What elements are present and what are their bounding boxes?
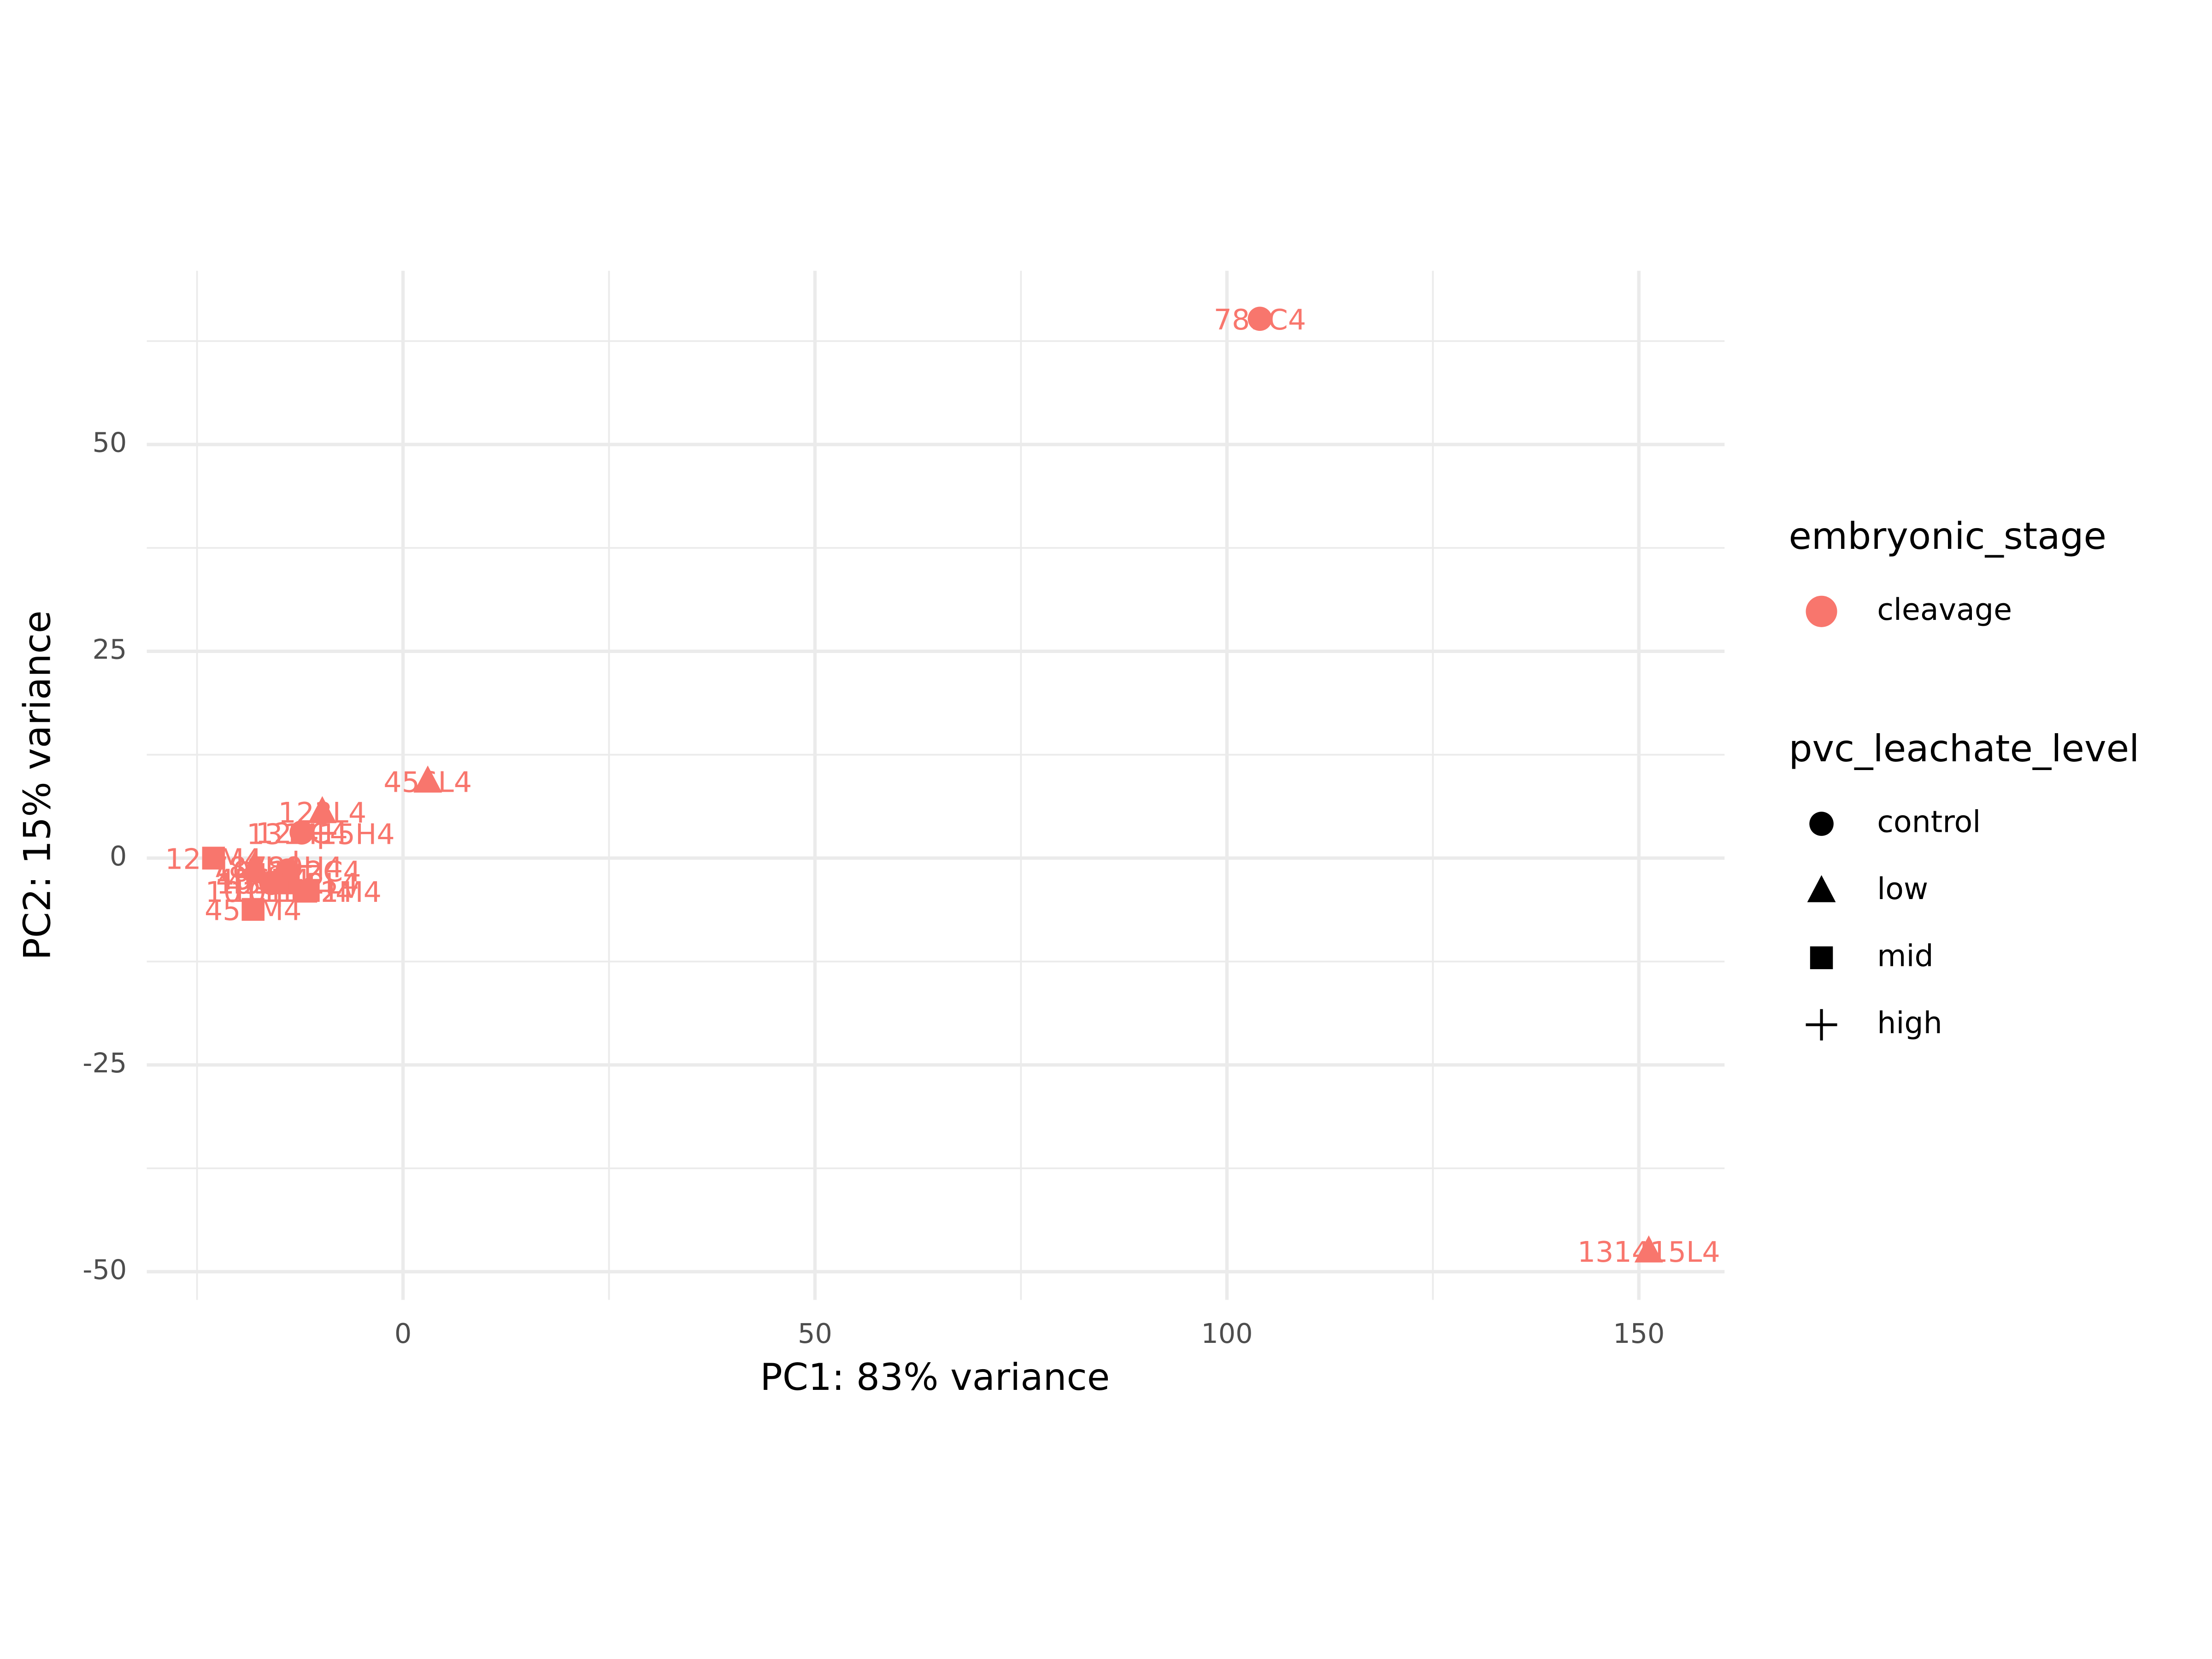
point-label: 101112M4	[230, 876, 382, 909]
point-label: 101112H4	[205, 876, 353, 909]
legend-entry: control	[1877, 805, 1981, 840]
x-axis-title: PC1: 83% variance	[760, 1355, 1110, 1399]
point-label: 131415H4	[247, 818, 395, 851]
point-label: 456C4	[225, 867, 318, 900]
point	[305, 818, 336, 849]
legend-title: pvc_leachate_level	[1788, 727, 2139, 770]
legend-entry: cleavage	[1877, 593, 2012, 627]
point	[289, 820, 314, 845]
point	[280, 851, 312, 882]
point	[202, 847, 225, 870]
legend-key	[1806, 1009, 1837, 1041]
legend-key	[1809, 812, 1834, 836]
y-tick-label: -50	[82, 1254, 127, 1286]
legend-key	[1810, 946, 1833, 970]
point-label: 789H4	[249, 851, 343, 884]
point-label: 131415L4	[1577, 1235, 1720, 1269]
x-tick-label: 150	[1613, 1318, 1665, 1349]
y-tick-label: 25	[92, 633, 127, 665]
y-tick-label: 50	[92, 427, 127, 459]
point-label: 456M4	[205, 894, 302, 927]
point-label: 123M4	[165, 842, 262, 876]
x-tick-label: 100	[1201, 1318, 1253, 1349]
point-label: 789L4	[211, 851, 299, 884]
legend-key	[1807, 875, 1836, 902]
legend-entry: mid	[1877, 939, 1934, 973]
point-label: 789C4	[1214, 303, 1306, 336]
y-tick-label: -25	[82, 1047, 127, 1079]
point	[1634, 1235, 1663, 1263]
y-axis-title: PC2: 15% variance	[16, 611, 59, 960]
point	[273, 867, 302, 894]
legend-title: embryonic_stage	[1788, 514, 2106, 558]
legend-key	[1806, 595, 1837, 627]
point-label: 123L4	[278, 796, 366, 830]
point-label: 456H4	[216, 863, 310, 896]
point-label: 101112C4	[214, 855, 361, 888]
point	[308, 796, 337, 824]
point-label: 456L4	[383, 765, 472, 799]
point-label: 101112L4	[216, 867, 359, 900]
legend-entry: low	[1877, 872, 1928, 906]
point	[1247, 306, 1272, 331]
point	[241, 898, 265, 921]
point	[413, 765, 442, 793]
point-label: 123C4	[255, 817, 348, 850]
x-tick-label: 50	[798, 1318, 832, 1349]
x-tick-label: 0	[394, 1318, 412, 1349]
legend-entry: high	[1877, 1006, 1942, 1041]
y-tick-label: 0	[110, 840, 127, 872]
point	[240, 851, 269, 878]
